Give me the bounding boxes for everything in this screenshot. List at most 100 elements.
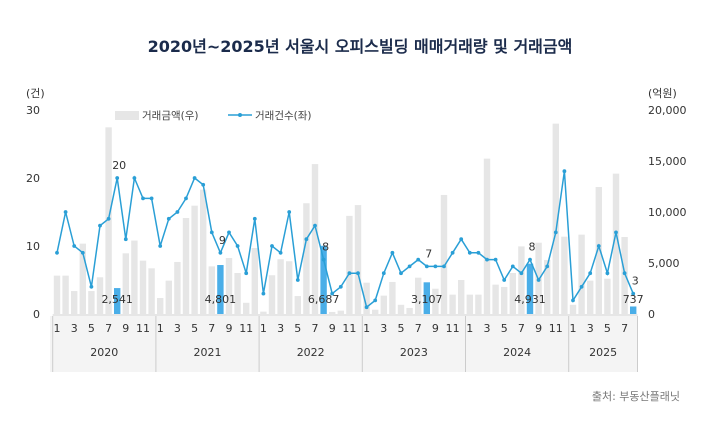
month-tick-label: 9 (226, 322, 233, 335)
count-point (485, 257, 489, 262)
bar-data-label: 2,541 (101, 293, 133, 306)
month-tick-label: 7 (105, 322, 112, 335)
line-data-label: 8 (529, 241, 536, 254)
month-tick-label: 7 (312, 322, 319, 335)
amount-bar (458, 280, 465, 314)
amount-bar (234, 272, 241, 314)
count-point (614, 230, 618, 235)
count-point (407, 264, 412, 269)
amount-bar (492, 284, 499, 314)
amount-bar (587, 280, 594, 314)
count-point (55, 250, 59, 255)
count-point (287, 210, 292, 214)
month-tick-label: 3 (380, 322, 387, 335)
month-tick-label: 1 (54, 322, 61, 335)
count-point (467, 250, 472, 255)
month-tick-label: 3 (484, 322, 491, 335)
amount-bar (182, 218, 190, 314)
amount-bar (354, 205, 362, 314)
amount-bar (62, 275, 69, 314)
count-point (347, 271, 352, 276)
month-tick-label: 7 (208, 322, 215, 335)
count-point (261, 291, 266, 296)
count-point (381, 271, 386, 276)
amount-bar (329, 311, 336, 314)
count-point (235, 244, 240, 248)
amount-bar (53, 275, 61, 314)
month-tick-label: 5 (501, 322, 508, 335)
count-point (89, 284, 94, 289)
month-tick-label: 9 (535, 322, 542, 335)
count-point (493, 257, 498, 262)
highlight-bar (217, 265, 224, 314)
legend-line-label: 거래건수(좌) (255, 110, 312, 122)
count-point (63, 210, 68, 214)
amount-bar (131, 240, 138, 314)
amount-bar (440, 194, 448, 314)
chart-title: 2020년~2025년 서울시 오피스빌딩 매매거래량 및 거래금액 (148, 37, 573, 56)
month-tick-label: 3 (277, 322, 284, 335)
amount-bar (148, 268, 155, 314)
count-point (450, 250, 455, 255)
count-point (545, 264, 550, 269)
amount-bar (552, 123, 559, 314)
count-point (252, 216, 257, 221)
amount-bar (612, 173, 620, 314)
amount-bar (397, 304, 405, 314)
amount-bar (389, 281, 396, 314)
left-tick-label: 20 (26, 172, 40, 185)
month-tick-label: 7 (621, 322, 628, 335)
count-point (313, 223, 317, 228)
highlight-bar (423, 282, 430, 314)
amount-bar (157, 297, 164, 314)
right-tick-label: 0 (648, 308, 655, 321)
month-tick-label: 1 (466, 322, 473, 335)
amount-bar (122, 253, 129, 314)
count-point (356, 271, 360, 276)
highlight-bar (114, 288, 121, 314)
month-tick-label: 5 (398, 322, 405, 335)
amount-bar (466, 294, 473, 314)
amount-bar (363, 282, 370, 314)
amount-bar (406, 307, 413, 314)
count-point (622, 271, 627, 276)
right-tick-label: 20,000 (648, 104, 687, 117)
count-point (132, 176, 137, 180)
month-tick-label: 9 (122, 322, 129, 335)
highlight-bar (526, 263, 534, 314)
count-point (562, 169, 567, 174)
count-point (510, 264, 515, 269)
bar-data-label: 4,801 (205, 293, 237, 306)
right-axis-unit: (억원) (648, 87, 677, 100)
amount-bar (432, 288, 439, 314)
year-label: 2025 (589, 346, 617, 359)
left-tick-label: 10 (26, 240, 40, 253)
month-tick-label: 3 (71, 322, 78, 335)
count-point (424, 264, 429, 269)
month-tick-label: 1 (570, 322, 577, 335)
count-point (158, 244, 163, 248)
year-label: 2021 (194, 346, 222, 359)
bar-data-label: 6,687 (308, 293, 340, 306)
month-tick-label: 1 (157, 322, 164, 335)
count-point (270, 244, 274, 248)
count-point (184, 196, 188, 201)
amount-bar (449, 294, 456, 314)
count-point (373, 298, 378, 303)
count-point (579, 284, 584, 289)
count-point (433, 264, 438, 269)
count-point (519, 271, 524, 276)
amount-bar (225, 258, 233, 314)
count-point (192, 176, 197, 180)
line-data-label: 3 (632, 275, 639, 288)
amount-bar (509, 272, 516, 314)
amount-bar (243, 302, 250, 314)
month-tick-label: 3 (174, 322, 181, 335)
month-tick-label: 5 (604, 322, 611, 335)
x-axis-band (50, 316, 638, 372)
legend-bar-swatch (115, 111, 139, 120)
count-point (123, 237, 128, 242)
amount-bar (191, 205, 198, 314)
bar-data-label: 3,107 (411, 293, 443, 306)
count-point (476, 250, 481, 255)
